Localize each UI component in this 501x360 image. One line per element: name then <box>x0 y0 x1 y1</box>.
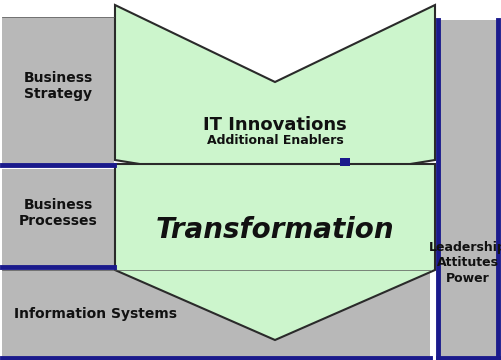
Text: Leadership
Attitutes
Power: Leadership Attitutes Power <box>429 242 501 284</box>
Text: IT Innovations: IT Innovations <box>203 116 347 134</box>
Text: Transformation: Transformation <box>156 216 394 244</box>
Bar <box>2 270 430 358</box>
Bar <box>438 20 498 358</box>
Bar <box>340 158 350 166</box>
Polygon shape <box>115 157 435 183</box>
Bar <box>2 169 114 267</box>
Text: Business
Processes: Business Processes <box>19 198 97 228</box>
Polygon shape <box>115 164 435 340</box>
Polygon shape <box>115 5 435 186</box>
Text: Additional Enablers: Additional Enablers <box>206 134 343 147</box>
Text: Information Systems: Information Systems <box>14 307 177 321</box>
Bar <box>2 17 114 165</box>
Text: Business
Strategy: Business Strategy <box>24 71 93 101</box>
